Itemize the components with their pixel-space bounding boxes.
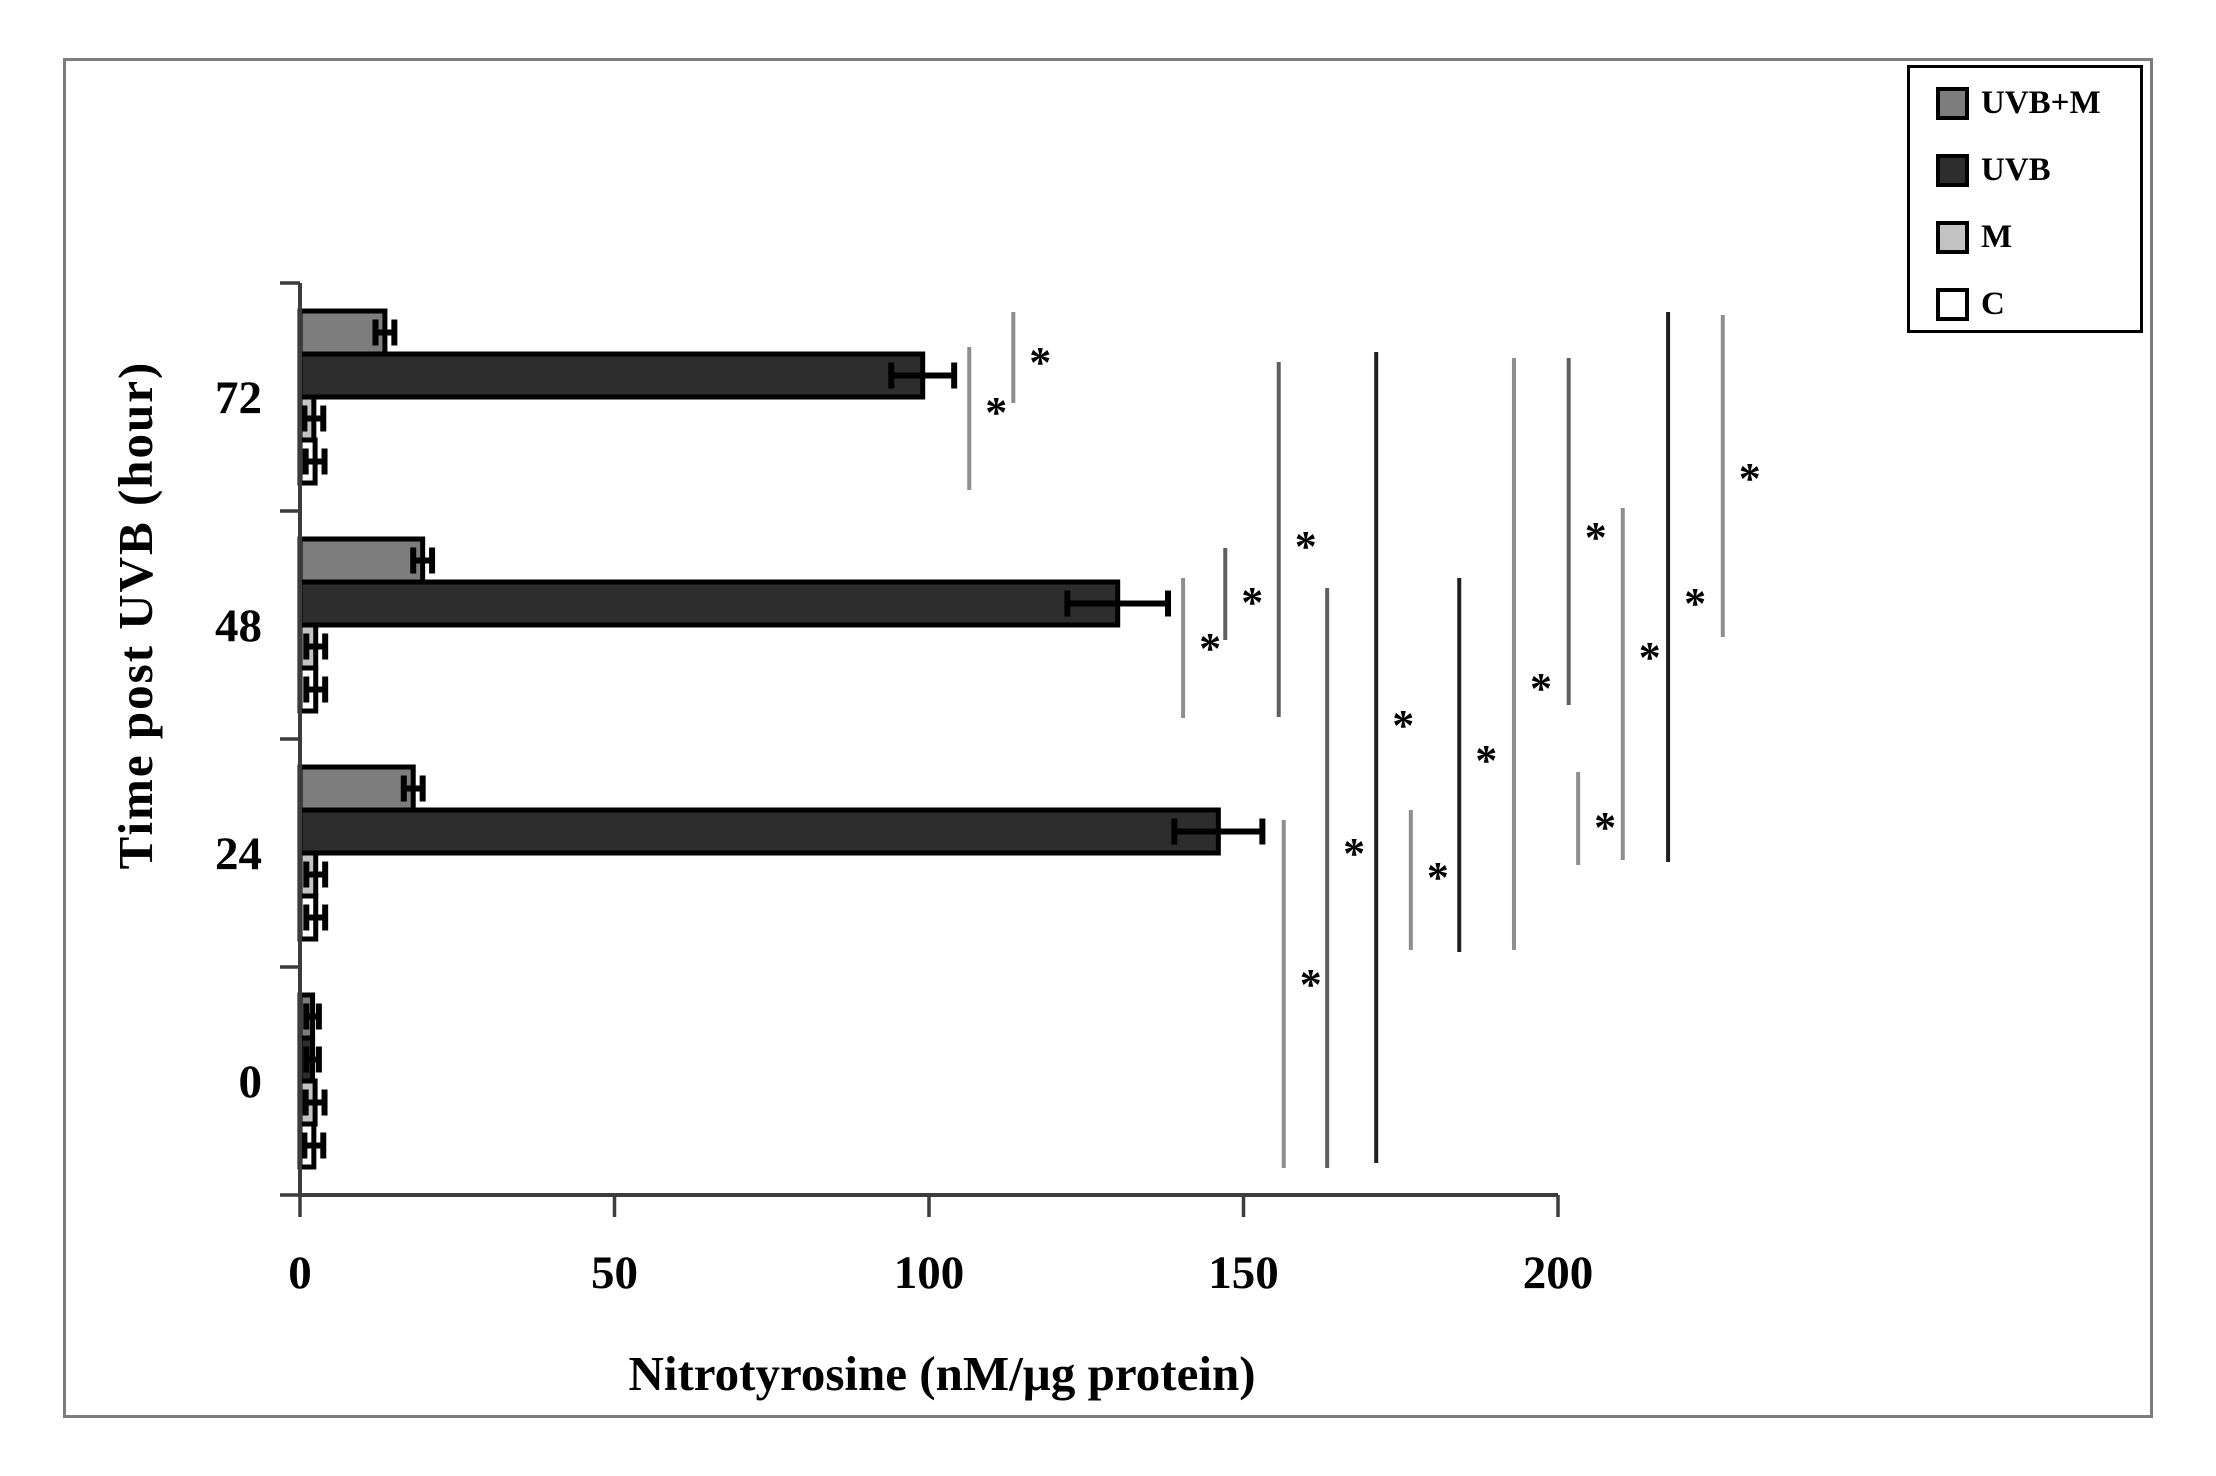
significance-asterisk-8: * bbox=[1427, 853, 1449, 902]
significance-asterisk-6: * bbox=[1343, 829, 1365, 878]
y-axis-title: Time post UVB (hour) bbox=[108, 361, 163, 870]
significance-asterisk-7: * bbox=[1392, 701, 1414, 750]
bars-layer bbox=[297, 308, 1266, 1170]
significance-asterisk-4: * bbox=[1295, 522, 1317, 571]
bar-UVB-48h bbox=[297, 579, 1121, 628]
legend-label: UVB bbox=[1981, 151, 2051, 188]
legend-item-UVB+M: UVB+M bbox=[1936, 83, 2101, 123]
legend-label: M bbox=[1981, 218, 2013, 255]
x-tick-label-150: 150 bbox=[1208, 1247, 1279, 1299]
significance-markers-layer: * * * * * * * * * * * * * * * * bbox=[967, 312, 1761, 1168]
legend-item-C: C bbox=[1936, 284, 2005, 324]
significance-asterisk-15: * bbox=[1739, 454, 1761, 503]
y-category-label-24: 24 bbox=[215, 828, 262, 880]
legend: UVB+M UVB M C bbox=[1907, 65, 2143, 333]
bar-UVB+M-72h bbox=[297, 308, 388, 357]
bar-UVB-24h bbox=[297, 807, 1221, 856]
x-tick-label-100: 100 bbox=[894, 1247, 965, 1299]
significance-asterisk-0: * bbox=[985, 388, 1007, 437]
legend-swatch-UVB+M bbox=[1936, 86, 1969, 120]
bar-UVB-72h bbox=[297, 351, 926, 400]
x-tick-label-200: 200 bbox=[1523, 1247, 1594, 1299]
significance-asterisk-14: * bbox=[1684, 579, 1706, 628]
y-category-label-0: 0 bbox=[239, 1056, 263, 1108]
bar-UVB+M-24h bbox=[297, 764, 416, 813]
significance-asterisk-5: * bbox=[1300, 960, 1322, 1009]
x-tick-label-0: 0 bbox=[288, 1247, 312, 1299]
bar-UVB+M-48h bbox=[297, 536, 426, 585]
legend-swatch-M bbox=[1936, 220, 1969, 254]
x-axis-title: Nitrotyrosine (nM/µg protein) bbox=[628, 1346, 1255, 1401]
legend-swatch-UVB bbox=[1936, 153, 1969, 187]
figure-frame bbox=[63, 58, 2153, 1418]
legend-item-M: M bbox=[1936, 217, 2012, 257]
legend-swatch-C bbox=[1936, 287, 1969, 321]
significance-asterisk-11: * bbox=[1585, 513, 1607, 562]
significance-asterisk-2: * bbox=[1199, 624, 1221, 673]
x-tick-label-50: 50 bbox=[591, 1247, 638, 1299]
legend-label: UVB+M bbox=[1981, 84, 2101, 121]
legend-label: C bbox=[1981, 285, 2005, 322]
legend-item-UVB: UVB bbox=[1936, 150, 2051, 190]
significance-asterisk-13: * bbox=[1639, 633, 1661, 682]
y-category-label-72: 72 bbox=[215, 372, 262, 424]
y-category-label-48: 48 bbox=[215, 600, 262, 652]
significance-asterisk-9: * bbox=[1475, 736, 1497, 785]
significance-asterisk-10: * bbox=[1530, 664, 1552, 713]
axes-layer: 0 50 100 150 200 72 48 24 0 bbox=[215, 281, 1594, 1299]
significance-asterisk-12: * bbox=[1594, 803, 1616, 852]
significance-asterisk-1: * bbox=[1029, 338, 1051, 387]
significance-asterisk-3: * bbox=[1241, 578, 1263, 627]
